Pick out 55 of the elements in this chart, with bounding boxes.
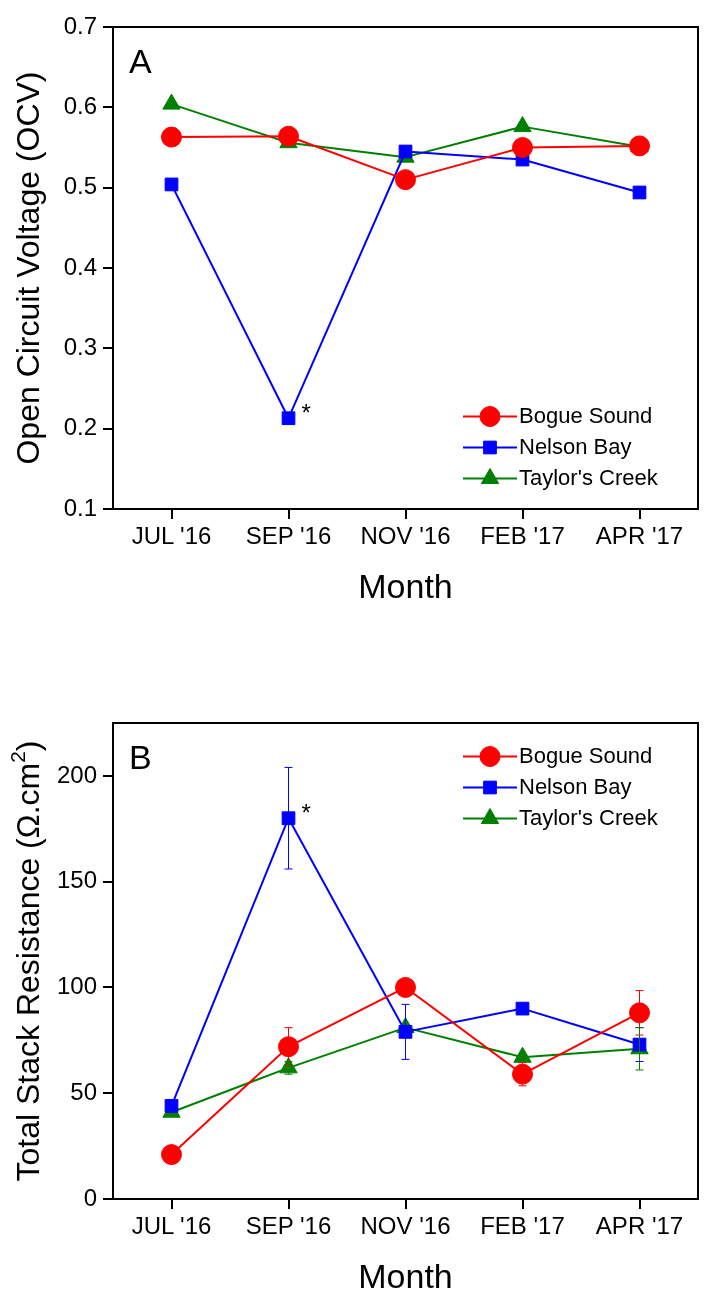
point: [395, 169, 416, 191]
point: [398, 144, 413, 159]
y-axis-title: Open Circuit Voltage (OCV): [9, 71, 46, 465]
y-tick-label: 0.5: [63, 172, 97, 200]
x-tick-label: FEB '17: [480, 522, 565, 550]
point: [395, 976, 416, 998]
legend-label: Nelson Bay: [519, 773, 632, 799]
y-tick-label: 0.2: [63, 413, 97, 441]
point: [161, 126, 182, 148]
x-tick-label: SEP '16: [245, 1212, 332, 1240]
x-tick-label: SEP '16: [245, 522, 332, 550]
y-tick-label: 150: [56, 866, 97, 894]
x-axis-title: Month: [358, 567, 453, 606]
point: [398, 1025, 413, 1039]
y-tick-label: 0.1: [63, 493, 97, 521]
annotation: *: [301, 798, 311, 826]
point: [278, 1036, 299, 1058]
point: [629, 135, 650, 157]
point: [164, 1099, 179, 1113]
point: [164, 177, 179, 192]
x-tick-label: APR '17: [595, 1212, 684, 1240]
x-tick-label: FEB '17: [480, 1212, 565, 1240]
y-axis-title: Total Stack Resistance (Ω.cm2): [5, 740, 46, 1182]
legend-label: Taylor's Creek: [519, 464, 659, 490]
point: [515, 1001, 530, 1016]
y-tick-label: 0.6: [63, 91, 97, 119]
y-tick-label: 0.7: [63, 11, 97, 39]
point: [278, 125, 299, 147]
x-tick-label: JUL '16: [131, 1212, 212, 1240]
point: [512, 137, 533, 158]
x-tick-label: APR '17: [595, 522, 684, 550]
y-tick-label: 0: [83, 1183, 97, 1211]
legend-label: Taylor's Creek: [519, 804, 659, 830]
point: [281, 811, 296, 826]
legend-label: Bogue Sound: [519, 742, 653, 768]
annotation: B: [129, 738, 152, 777]
annotation: *: [301, 398, 311, 426]
point: [513, 116, 532, 133]
y-tick-label: 0.4: [63, 252, 97, 280]
legend-label: Nelson Bay: [519, 433, 632, 459]
y-tick-label: 100: [56, 972, 97, 1000]
x-axis-title: Month: [358, 1257, 453, 1296]
y-tick-label: 0.3: [63, 332, 97, 360]
point: [629, 1002, 650, 1024]
x-tick-label: JUL '16: [131, 522, 212, 550]
y-tick-label: 50: [70, 1077, 97, 1105]
point: [281, 411, 296, 426]
point: [632, 185, 647, 200]
legend-label: Bogue Sound: [519, 402, 653, 428]
x-tick-label: NOV '16: [360, 522, 451, 550]
x-tick-label: NOV '16: [360, 1212, 451, 1240]
annotation: A: [129, 42, 152, 81]
point: [512, 1063, 533, 1085]
y-tick-label: 200: [56, 760, 97, 788]
point: [161, 1144, 182, 1166]
